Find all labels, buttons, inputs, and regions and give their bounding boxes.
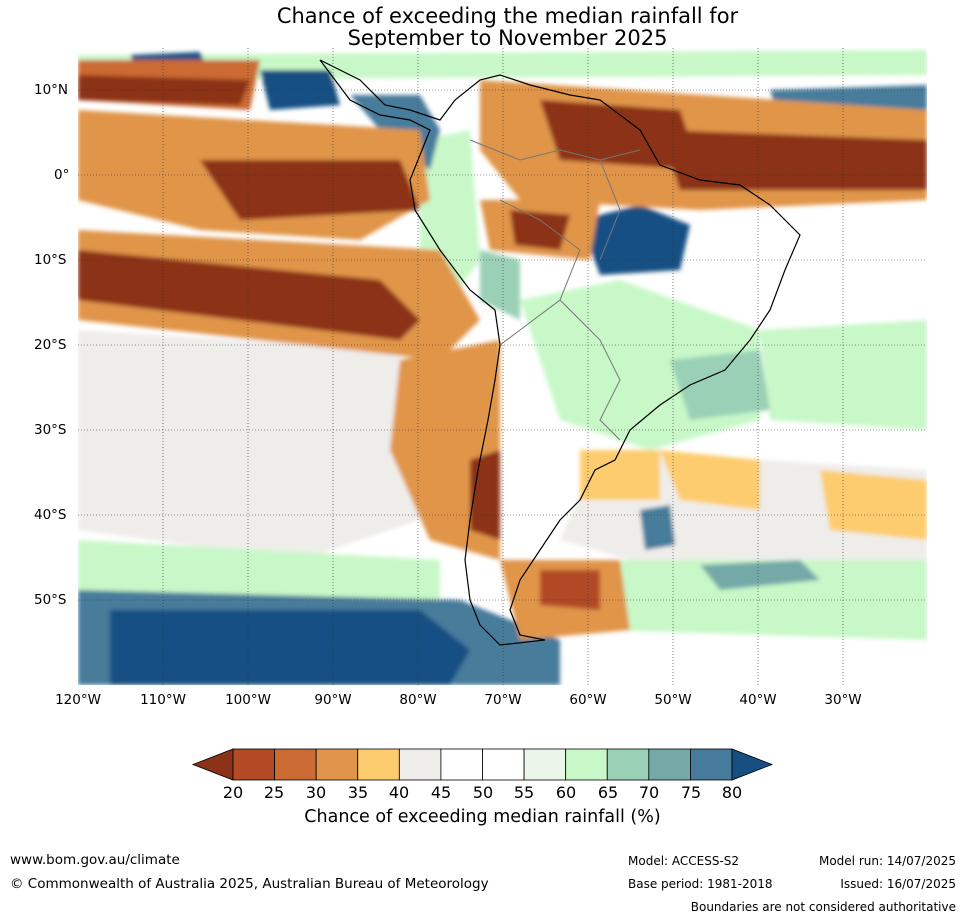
lon-label-30w: 30°W (824, 692, 862, 708)
copyright-text: © Commonwealth of Australia 2025, Austra… (10, 876, 489, 892)
legend-extend-low (191, 748, 234, 781)
legend-tick-25: 25 (263, 783, 285, 802)
lon-label-120w: 120°W (55, 692, 101, 708)
issued-date: Issued: 16/07/2025 (840, 877, 956, 891)
legend-cell (440, 748, 483, 781)
legend-tick-40: 40 (388, 783, 410, 802)
legend-tick-35: 35 (347, 783, 369, 802)
legend-cell (357, 748, 400, 781)
lon-label-110w: 110°W (140, 692, 186, 708)
graticule (78, 48, 927, 685)
legend-cell (315, 748, 359, 781)
lon-label-50w: 50°W (654, 692, 692, 708)
lat-label-40s: 40°S (34, 507, 67, 523)
rainfall-field (78, 48, 927, 685)
legend-cell (274, 748, 317, 781)
lat-label-30s: 30°S (34, 422, 67, 438)
legend-cell (606, 748, 650, 781)
legend-tick-70: 70 (638, 783, 660, 802)
lat-label-50s: 50°S (34, 592, 67, 608)
legend-tick-60: 60 (555, 783, 577, 802)
map-title-line1: Chance of exceeding the median rainfall … (276, 4, 739, 28)
lon-label-60w: 60°W (569, 692, 607, 708)
lat-label-0: 0° (54, 167, 70, 183)
legend-tick-50: 50 (472, 783, 494, 802)
model-name: Model: ACCESS-S2 (628, 854, 740, 868)
lat-label-10n: 10°N (34, 82, 69, 98)
legend-tick-55: 55 (513, 783, 535, 802)
legend-tick-75: 75 (680, 783, 702, 802)
legend-tick-65: 65 (597, 783, 619, 802)
model-run-date: Model run: 14/07/2025 (818, 854, 956, 868)
legend-cell (398, 748, 442, 781)
legend-tick-80: 80 (721, 783, 743, 802)
map-title-line2: September to November 2025 (347, 26, 668, 50)
lon-label-80w: 80°W (399, 692, 437, 708)
boundaries-disclaimer: Boundaries are not considered authoritat… (690, 900, 956, 914)
coastline-south-america (319, 59, 801, 646)
legend-cell (565, 748, 608, 781)
legend-tick-30: 30 (305, 783, 327, 802)
legend-cell (482, 748, 525, 781)
legend-title: Chance of exceeding median rainfall (%) (304, 807, 661, 827)
legend-cell (690, 748, 733, 781)
base-period: Base period: 1981-2018 (628, 877, 773, 891)
lon-label-90w: 90°W (314, 692, 352, 708)
legend-tick-20: 20 (222, 783, 244, 802)
lat-label-20s: 20°S (34, 337, 67, 353)
lon-label-70w: 70°W (484, 692, 522, 708)
legend-cell (648, 748, 691, 781)
website-link[interactable]: www.bom.gov.au/climate (10, 852, 180, 868)
lat-label-10s: 10°S (34, 252, 67, 268)
legend-cell (232, 748, 275, 781)
legend-extend-high (731, 748, 774, 781)
lon-label-40w: 40°W (739, 692, 777, 708)
legend-tick-45: 45 (430, 783, 452, 802)
lon-label-100w: 100°W (225, 692, 271, 708)
legend-cell (523, 748, 567, 781)
